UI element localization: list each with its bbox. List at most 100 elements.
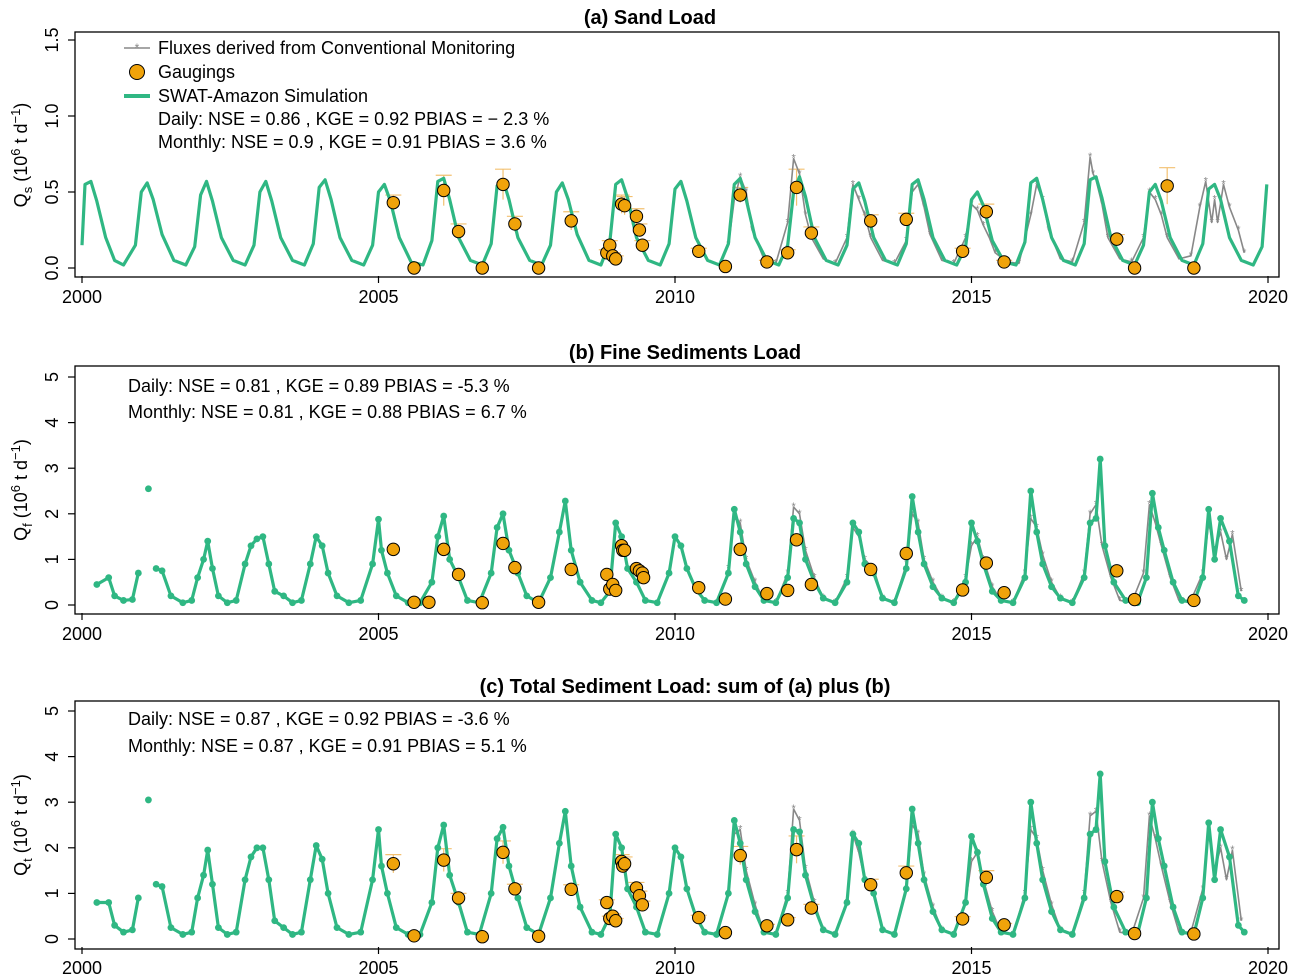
simulation-point [253,844,261,852]
simulation-point [1199,894,1207,902]
simulation-point [1092,514,1100,522]
panel-b: (b) Fine Sediments Load Qf (106 t d−1) *… [8,342,1288,644]
simulation-point [214,592,222,600]
gauging-point [997,585,1011,600]
simulation-point [1178,597,1186,604]
gauging-point [531,929,546,943]
simulation-point [204,846,212,854]
gauging-point [609,583,623,598]
gauging-point [475,930,489,944]
y-tick-label: 0.5 [42,179,62,204]
gauging-point [780,583,795,598]
observed-flux-point: * [1239,915,1244,927]
y-tick-label: 5 [42,372,62,382]
simulation-point [751,908,759,916]
gauging-point [718,925,733,940]
gauging-point [564,562,578,577]
gauging-point [979,556,994,570]
observed-flux-point: * [1049,899,1054,911]
observed-flux-point: * [744,865,749,877]
observed-flux-point: * [803,209,808,221]
simulation-point [464,928,471,936]
simulation-point [576,903,584,911]
simulation-point [1027,487,1035,495]
simulation-point [271,917,279,925]
simulation-point [167,592,175,600]
simulation-point [547,574,554,582]
simulation-point [624,565,631,572]
simulation-point [241,876,249,884]
gauging-point [718,592,733,606]
simulation-point [1048,583,1055,591]
y-tick-label: 3 [42,463,62,473]
y-tick-label: 1 [42,888,62,898]
simulation-point [383,569,391,577]
gauging-point [508,882,522,896]
simulation-point [1068,931,1076,938]
simulation-point [1148,798,1156,806]
y-tick-label: 5 [42,706,62,716]
gauging-point [632,223,647,237]
observed-flux-point: * [1236,224,1241,236]
y-tick-label: 1 [42,554,62,564]
simulation-point [618,533,626,540]
gauging-point [617,543,632,557]
gauging-point [863,878,878,892]
simulation-point [914,839,922,847]
simulation-point [487,569,495,577]
gauging-point [955,244,970,258]
simulation-point [499,510,507,518]
gauging-point [609,914,623,928]
simulation-point [167,924,175,931]
simulation-point [802,871,809,879]
observed-flux-point: * [916,517,921,529]
simulation-point [561,497,569,505]
simulation-point [920,560,928,568]
observed-flux-point: * [1082,216,1087,228]
observed-flux-point: * [1106,232,1111,244]
observed-flux-point: * [993,247,998,259]
simulation-point [1092,826,1100,833]
y-tick-label: 4 [42,418,62,428]
simulation-point [1217,826,1224,833]
observed-flux-point: * [1118,253,1123,265]
observed-flux-point: * [1218,526,1223,538]
simulation-point [968,519,975,527]
simulation-point [988,587,996,595]
gauging-point [1110,232,1124,246]
observed-flux-point: * [1029,824,1034,836]
gauging-point [475,261,489,275]
gauging-point [475,596,489,610]
gauging-point [564,882,578,896]
observed-flux-point: * [990,906,995,918]
observed-flux-point: * [1230,528,1235,540]
observed-flux-point: * [812,572,817,584]
simulation-point [111,592,119,600]
observed-flux-point: * [1088,151,1093,163]
observed-flux-point: * [857,194,862,206]
plot-area: ****************************************… [80,151,1269,275]
gauging-point [422,595,436,609]
simulation-point [1234,592,1242,600]
simulation-point [968,833,975,840]
simulation-point [145,796,152,804]
simulation-point [849,830,857,838]
simulation-point [784,894,792,902]
gauging-point [1127,261,1142,275]
observed-flux-point: * [1221,178,1226,190]
observed-flux-point: * [1153,194,1158,206]
stats-monthly: Monthly: NSE = 0.9 , KGE = 0.91 PBIAS = … [158,132,547,152]
simulation-line [155,772,1246,937]
simulation-point [849,519,857,527]
observed-flux-point: * [981,219,986,231]
simulation-point [1205,505,1213,513]
legend: * Fluxes derived from Conventional Monit… [124,38,549,152]
gauging-point [780,913,795,927]
gauging-point [437,853,451,867]
simulation-point [855,839,863,847]
simulation-point [333,924,341,931]
observed-flux-point: * [940,254,945,266]
simulation-point [641,928,649,936]
gauging-point [508,217,522,231]
simulation-point [843,578,851,586]
